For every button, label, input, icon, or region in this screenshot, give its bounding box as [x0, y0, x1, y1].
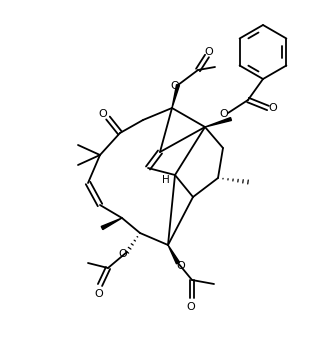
- Text: O: O: [205, 47, 214, 57]
- Text: O: O: [177, 261, 185, 271]
- Text: O: O: [99, 109, 107, 119]
- Polygon shape: [101, 218, 122, 229]
- Text: O: O: [95, 289, 103, 299]
- Text: O: O: [220, 109, 229, 119]
- Text: H: H: [162, 175, 170, 185]
- Polygon shape: [205, 118, 231, 127]
- Text: O: O: [186, 302, 195, 312]
- Text: O: O: [269, 103, 277, 113]
- Polygon shape: [168, 245, 180, 264]
- Text: O: O: [119, 249, 127, 259]
- Text: O: O: [170, 81, 179, 91]
- Polygon shape: [172, 85, 179, 108]
